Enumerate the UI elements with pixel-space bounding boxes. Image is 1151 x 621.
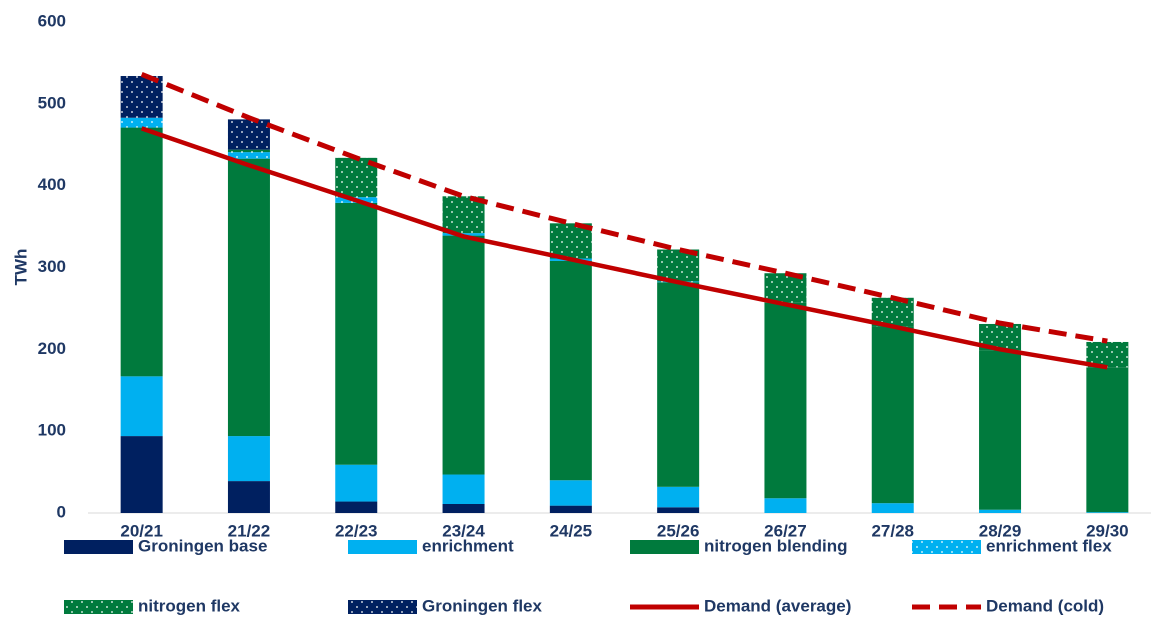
x-tick-label: 26/27 (764, 521, 807, 540)
x-tick-label: 27/28 (871, 521, 914, 540)
legend-swatch (912, 540, 981, 554)
x-tick-label: 22/23 (335, 521, 378, 540)
x-tick-label: 28/29 (979, 521, 1022, 540)
x-tick-label: 23/24 (442, 521, 485, 540)
x-tick-label: 29/30 (1086, 521, 1129, 540)
bar-segment (871, 503, 914, 513)
bar-segment (549, 480, 592, 506)
bar-segment (335, 464, 378, 502)
bar-segment (657, 507, 700, 513)
bar-segment (227, 158, 270, 437)
bar-segment (120, 76, 163, 118)
bar-segment (120, 436, 163, 513)
bar-segment (442, 503, 485, 513)
x-tick-label: 25/26 (657, 521, 700, 540)
bar-segment (227, 119, 270, 150)
legend-label: enrichment flex (986, 536, 1112, 555)
bar-segment (442, 474, 485, 504)
x-tick-label: 21/22 (228, 521, 271, 540)
bar-segment (1086, 367, 1129, 513)
y-tick-label: 200 (38, 339, 66, 358)
demand-line (140, 72, 1108, 344)
bar-segment (657, 282, 700, 487)
bar-segment (227, 149, 270, 153)
bar-segment (979, 509, 1022, 513)
bar-segment (979, 350, 1022, 510)
y-axis-label: TWh (11, 249, 30, 286)
legend-label: Demand (average) (704, 596, 851, 615)
y-tick-label: 500 (38, 93, 66, 112)
bar-segment (227, 436, 270, 482)
y-tick-label: 0 (57, 502, 66, 521)
legend-swatch (348, 600, 417, 614)
legend-swatch (630, 540, 699, 554)
legend-label: nitrogen flex (138, 596, 241, 615)
legend-label: Groningen flex (422, 596, 543, 615)
bar-segment (442, 196, 485, 234)
bar-segment (227, 481, 270, 513)
bar-segment (120, 127, 163, 377)
legend-label: nitrogen blending (704, 536, 848, 555)
legend-label: Groningen base (138, 536, 267, 555)
bar-segment (871, 326, 914, 504)
y-tick-label: 400 (38, 175, 66, 194)
legend-swatch (348, 540, 417, 554)
x-tick-label: 24/25 (550, 521, 593, 540)
bar-segment (335, 202, 378, 465)
bar-segment (335, 501, 378, 513)
y-tick-label: 100 (38, 421, 66, 440)
bar-segment (120, 117, 163, 128)
legend-label: Demand (cold) (986, 596, 1104, 615)
y-tick-label: 600 (38, 11, 66, 30)
bar-segment (764, 498, 807, 513)
bar-segment (227, 152, 270, 159)
bar-segment (1086, 512, 1129, 513)
x-tick-label: 20/21 (120, 521, 163, 540)
bar-segment (442, 235, 485, 475)
bar-segment (120, 376, 163, 437)
y-tick-label: 300 (38, 257, 66, 276)
demand-line (140, 126, 1108, 370)
legend-swatch (64, 600, 133, 614)
bar-segment (549, 260, 592, 481)
legend-label: enrichment (422, 536, 514, 555)
bar-segment (657, 486, 700, 508)
bar-segment (549, 505, 592, 513)
bar-segment (764, 302, 807, 499)
legend-swatch (64, 540, 133, 554)
